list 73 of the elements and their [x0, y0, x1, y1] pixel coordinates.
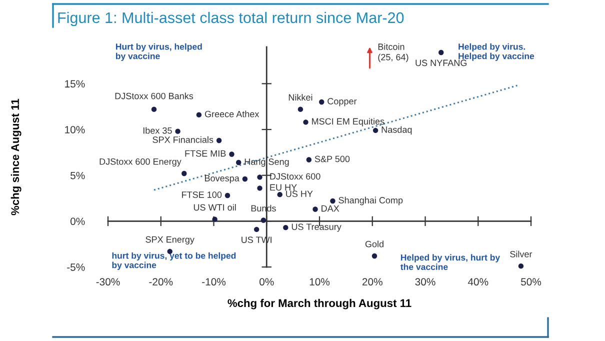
point [196, 112, 202, 118]
point [518, 263, 524, 269]
point [306, 157, 312, 162]
point [216, 138, 222, 144]
x-tick-label: 20% [362, 278, 382, 286]
annotation: S&P 500 [314, 156, 350, 162]
point [438, 50, 444, 56]
point [212, 216, 218, 222]
point [298, 106, 304, 112]
annotation: Greece Athex [204, 110, 260, 118]
point [257, 174, 262, 180]
annotation: SPX Financials [152, 136, 214, 143]
annotation: US NYFANG [416, 60, 467, 66]
point [229, 152, 234, 157]
x-tick-label: 0% [260, 278, 274, 286]
annotation: Copper [328, 98, 357, 106]
annotation: Hang Seng [244, 158, 289, 167]
annotation: DJStoxx 600 Banks [115, 92, 194, 100]
point [236, 160, 242, 166]
annotation: US WTI oil [194, 204, 236, 211]
y-tick-label: 5% [70, 172, 85, 180]
x-tick-label: 30% [415, 278, 436, 286]
point [277, 192, 282, 198]
x-tick-label: -20% [149, 278, 173, 286]
annotation: DAX [322, 205, 340, 212]
annotation: Shanghai Comp [338, 196, 403, 206]
annotation: DJStoxx 600 [270, 173, 320, 180]
annotation: Gold [365, 240, 384, 248]
point [151, 106, 157, 112]
x-tick-label: -10% [202, 278, 226, 286]
point [224, 192, 230, 198]
point [242, 176, 248, 182]
annotation: Helped by virus, hurt by the vaccine [400, 254, 500, 270]
annotation: Ibex 35 [143, 127, 172, 134]
annotation: Helped by virus. Helped by vaccine [458, 43, 534, 61]
point [175, 128, 180, 134]
annotation: MSCI EM Equities [312, 118, 384, 126]
annotation: Nikkei [288, 94, 312, 101]
annotation: Nasdaq [382, 126, 412, 135]
point [372, 128, 378, 134]
point [319, 99, 324, 105]
annotation: SPX Energy [146, 236, 194, 244]
annotation: Hurt by virus, helped by vaccine [116, 43, 202, 61]
x-tick-label: -30% [96, 278, 120, 286]
annotation: US Treasury [292, 224, 342, 232]
point [312, 206, 318, 212]
annotation: FTSE 100 [182, 192, 222, 198]
annotation: Bovespa [205, 175, 240, 184]
y-tick-label: 0% [70, 218, 85, 226]
annotation: DJStoxx 600 Energy [100, 158, 182, 167]
y-tick-label: -5% [67, 264, 85, 271]
x-tick-label: 40% [468, 278, 488, 286]
point [260, 218, 266, 223]
x-axis-title: %chg for March through August 11 [228, 298, 412, 310]
annotation: US HY [286, 190, 313, 198]
y-tick-label: 10% [65, 126, 85, 134]
point [372, 253, 378, 259]
point [257, 186, 262, 191]
x-tick-label: 10% [310, 278, 330, 286]
annotation: hurt by virus, yet to be helped by vaccine [112, 252, 236, 270]
annotation: EU HY [270, 184, 297, 191]
y-tick-label: 15% [65, 80, 85, 88]
annotation: Bitcoin (25, 64) [378, 43, 408, 62]
annotation: FTSE MIB [185, 150, 226, 157]
point [303, 120, 308, 125]
chart-title: Figure 1: Multi-asset class total return since Mar-20 [58, 12, 404, 26]
point [254, 226, 260, 232]
annotation: Silver [510, 250, 532, 258]
x-tick-label: 50% [520, 278, 542, 286]
point [330, 198, 336, 204]
point [283, 224, 288, 230]
point [182, 170, 187, 176]
y-axis-title: %chg since August 11 [10, 98, 22, 216]
